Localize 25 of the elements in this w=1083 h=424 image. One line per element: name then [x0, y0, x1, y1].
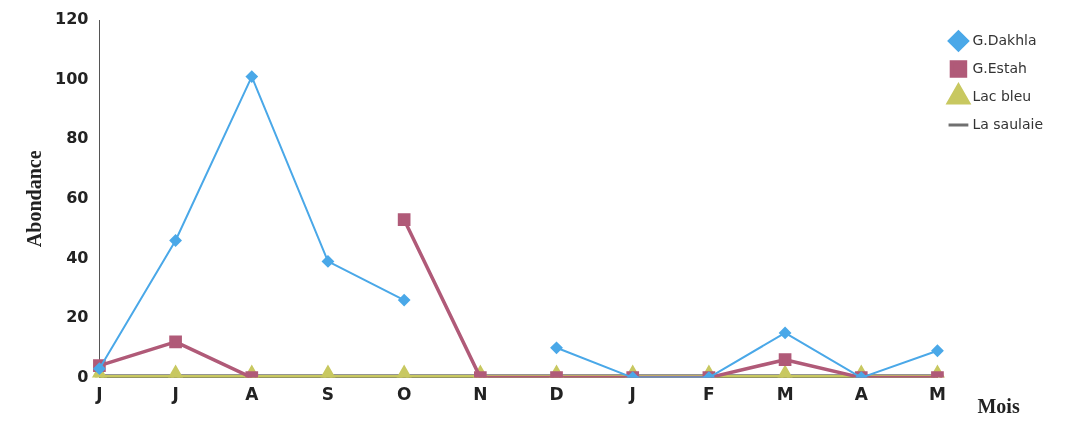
- x-tick-label: D: [549, 384, 564, 405]
- y-tick-label: 120: [54, 9, 89, 29]
- y-tick-label: 60: [66, 187, 89, 207]
- x-tick-label: A: [854, 384, 869, 405]
- x-axis-title: Mois: [977, 394, 1020, 417]
- y-tick-label: 100: [54, 68, 89, 88]
- x-tick-label: J: [628, 384, 636, 405]
- x-tick-label: S: [321, 384, 335, 405]
- x-tick-label: O: [396, 384, 412, 405]
- y-axis-title: Abondance: [23, 150, 46, 248]
- y-tick-label: 40: [66, 247, 89, 267]
- legend-label: G.Estah: [972, 59, 1027, 76]
- legend-label: G.Dakhla: [972, 31, 1037, 48]
- y-tick-label: 80: [66, 128, 89, 148]
- x-tick-label: A: [245, 384, 260, 405]
- y-tick-label: 20: [66, 307, 89, 327]
- x-tick-label: N: [473, 384, 488, 405]
- y-tick-label: 0: [77, 366, 89, 386]
- legend-label: La saulaie: [972, 115, 1043, 132]
- x-tick-label: J: [95, 384, 103, 405]
- x-tick-label: M: [776, 384, 794, 405]
- x-tick-label: F: [703, 384, 715, 405]
- x-tick-label: J: [171, 384, 179, 405]
- x-tick-label: M: [928, 384, 946, 405]
- legend-label: Lac bleu: [972, 87, 1032, 104]
